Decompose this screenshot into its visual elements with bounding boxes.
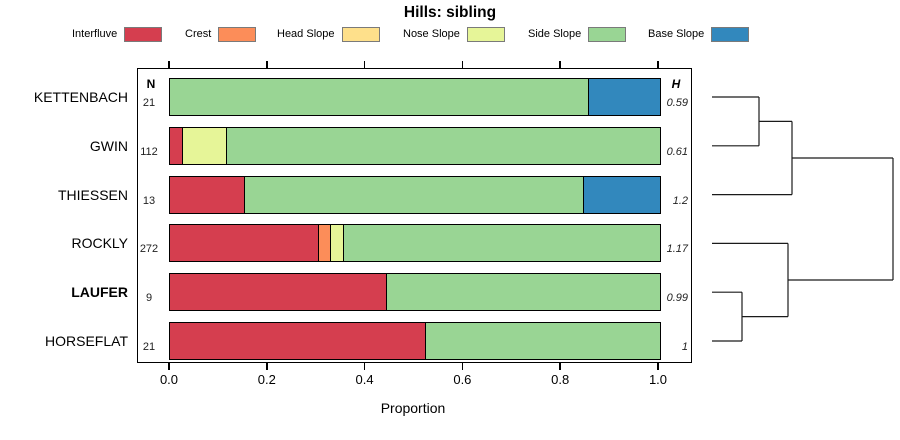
legend-item-label: Side Slope xyxy=(528,28,582,40)
x-tick-top xyxy=(461,61,464,68)
bar-segment-side-slope xyxy=(170,79,590,115)
x-tick-label: 0.0 xyxy=(159,372,179,387)
bar-segment-nose-slope xyxy=(183,127,227,164)
legend-item-base-slope: Base Slope xyxy=(648,25,750,43)
bar-row-rockly xyxy=(169,224,661,263)
h-value-rockly: 1.17 xyxy=(666,243,688,256)
x-tick-bottom xyxy=(657,363,659,370)
bar-segment-interfluve xyxy=(170,176,246,213)
x-axis-label: Proportion xyxy=(380,400,446,416)
bar-segment-interfluve xyxy=(170,274,388,311)
bar-segment-side-slope xyxy=(245,176,584,213)
bar-segment-side-slope xyxy=(426,323,660,359)
row-label-laufer: LAUFER xyxy=(71,284,128,301)
x-tick-label: 0.8 xyxy=(551,372,570,387)
row-label-kettenbach: KETTENBACH xyxy=(33,89,128,105)
x-tick-label: 0.2 xyxy=(257,372,276,387)
n-value-laufer: 9 xyxy=(145,292,153,305)
legend-item-label: Nose Slope xyxy=(403,28,460,40)
plot-area xyxy=(137,68,692,363)
bar-segment-interfluve xyxy=(170,323,427,359)
legend-item-label: Interfluve xyxy=(72,28,118,40)
legend-swatch-side-slope xyxy=(588,26,627,42)
n-value-horseflat: 21 xyxy=(142,341,156,353)
legend-swatch-base-slope xyxy=(711,26,750,42)
bar-segment-side-slope xyxy=(387,274,660,311)
n-column-header: N xyxy=(146,77,156,91)
legend-swatch-head-slope xyxy=(341,26,380,42)
legend: Interfluve Crest Head Slope Nose Slope Side … xyxy=(0,25,900,43)
h-value-laufer: 0.99 xyxy=(666,292,688,305)
bar-row-horseflat xyxy=(169,322,661,360)
bar-segment-interfluve xyxy=(170,225,320,262)
bar-segment-side-slope xyxy=(343,225,660,262)
x-tick-label: 0.4 xyxy=(355,372,374,387)
bar-row-thiessen xyxy=(169,175,661,214)
legend-item-interfluve: Interfluve xyxy=(72,25,163,43)
x-tick-top xyxy=(363,61,366,68)
h-value-thiessen: 1.2 xyxy=(672,194,688,207)
h-value-horseflat: 1 xyxy=(681,341,688,353)
x-tick-bottom xyxy=(168,363,170,370)
chart-title: Hills: sibling xyxy=(403,4,497,21)
bar-row-kettenbach xyxy=(169,78,661,116)
legend-swatch-crest xyxy=(218,26,257,42)
x-tick-top xyxy=(266,61,268,68)
legend-swatch-nose-slope xyxy=(466,26,505,42)
bar-segment-side-slope xyxy=(226,127,660,164)
bar-segment-crest xyxy=(319,225,331,262)
bar-segment-interfluve xyxy=(170,127,184,164)
bar-segment-nose-slope xyxy=(330,225,344,262)
n-value-rockly: 272 xyxy=(139,243,159,256)
bar-segment-base-slope xyxy=(583,176,660,213)
legend-swatch-interfluve xyxy=(124,26,163,42)
h-value-kettenbach: 0.59 xyxy=(666,97,688,109)
legend-item-label: Head Slope xyxy=(277,28,335,40)
x-tick-label: 0.6 xyxy=(453,372,472,387)
n-value-thiessen: 13 xyxy=(142,194,156,207)
bar-row-gwin xyxy=(169,126,661,165)
row-label-gwin: GWIN xyxy=(89,137,128,154)
row-label-rockly: ROCKLY xyxy=(71,235,128,252)
h-column-header: H xyxy=(671,77,681,91)
bar-segment-base-slope xyxy=(589,79,660,115)
h-value-gwin: 0.61 xyxy=(666,145,688,158)
bar-row-laufer xyxy=(169,273,661,312)
legend-item-label: Base Slope xyxy=(648,28,705,40)
legend-item-side-slope: Side Slope xyxy=(528,25,627,43)
x-tick-bottom xyxy=(266,363,268,370)
legend-item-head-slope: Head Slope xyxy=(277,25,380,43)
row-label-thiessen: THIESSEN xyxy=(57,186,128,203)
x-tick-top xyxy=(657,61,659,68)
x-tick-top xyxy=(168,61,170,68)
row-label-horseflat: HORSEFLAT xyxy=(45,333,128,349)
n-value-gwin: 112 xyxy=(140,145,158,158)
x-tick-top xyxy=(559,61,561,68)
legend-item-nose-slope: Nose Slope xyxy=(403,25,505,43)
n-value-kettenbach: 21 xyxy=(142,97,156,109)
legend-item-label: Crest xyxy=(185,28,212,40)
x-tick-bottom xyxy=(363,363,366,370)
legend-item-crest: Crest xyxy=(185,25,257,43)
x-tick-bottom xyxy=(559,363,561,370)
x-tick-bottom xyxy=(461,363,464,370)
x-tick-label: 1.0 xyxy=(648,372,668,387)
